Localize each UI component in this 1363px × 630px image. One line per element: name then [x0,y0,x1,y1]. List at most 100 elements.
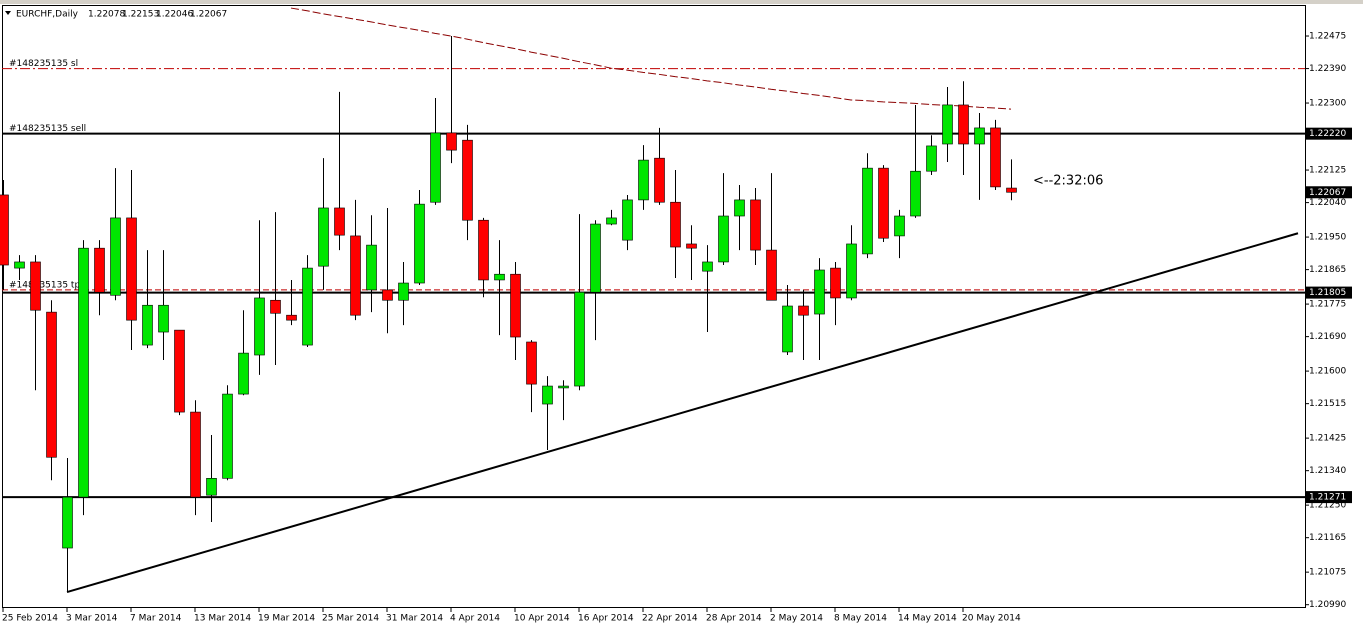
bull-body [430,132,441,203]
moving-average [290,7,1012,110]
y-tick-label: 1.22040 [1309,198,1346,208]
header-close: 1.22067 [190,10,227,20]
y-tick-label: 1.21515 [1309,399,1346,409]
x-tick-label: 31 Mar 2014 [386,614,443,624]
bull-body [142,304,153,346]
x-tick-label: 2 May 2014 [770,614,823,624]
x-tick-label: 20 May 2014 [962,614,1021,624]
bear-body [878,167,889,239]
x-tick-label: 25 Mar 2014 [322,614,379,624]
y-tick-label: 1.21690 [1309,332,1346,342]
y-tick-label: 1.21165 [1309,533,1346,543]
bear-body [958,104,969,145]
order-label: #148235135 sell [9,124,86,134]
bear-body [190,411,201,498]
plot: #148235135 sl #148235135 sell #148235135 t… [0,7,1305,594]
x-tick-label: 13 Mar 2014 [194,614,251,624]
y-tick-label: 1.21865 [1309,265,1346,275]
x-tick-label: 7 Mar 2014 [130,614,182,624]
bull-body [862,167,873,255]
bull-body [238,352,249,395]
bull-body [782,305,793,353]
bull-body [206,478,217,496]
bull-body [894,215,905,237]
bull-body [158,304,169,333]
bull-body [14,261,25,269]
bull-body [702,261,713,272]
level-price-label: 1.21805 [1309,288,1346,298]
bear-body [446,132,457,151]
header-low: 1.22046 [156,10,193,20]
y-tick-label: 1.21340 [1309,466,1346,476]
bull-body [974,127,985,145]
y-tick-label: 1.22390 [1309,64,1346,74]
bear-body [462,139,473,221]
x-tick-label: 16 Apr 2014 [578,614,634,624]
bear-body [94,247,105,293]
y-tick-label: 1.22475 [1309,32,1346,42]
countdown: <--2:32:06 [1033,174,1103,189]
plot-frame [2,5,1306,608]
bear-body [286,314,297,321]
bull-body [718,215,729,263]
bull-body [222,393,233,479]
order-label: #148235135 sl [9,59,78,69]
bear-body [0,194,9,266]
bear-body [174,329,185,413]
top-strip [0,0,1363,4]
bull-body [606,217,617,225]
x-tick-label: 28 Apr 2014 [706,614,762,624]
level-price-label-box [1306,286,1352,299]
order-label: #148235135 tp [9,280,80,290]
x-tick-label: 25 Feb 2014 [2,614,58,624]
y-tick-label: 1.21250 [1309,501,1346,511]
current-price-label: 1.22067 [1309,188,1346,198]
bull-body [254,297,265,356]
menu-arrow [5,11,11,15]
bull-body [910,170,921,217]
bear-body [750,199,761,251]
bear-body [30,261,41,311]
bear-body [830,267,841,299]
y-tick-label: 1.21425 [1309,434,1346,444]
bull-body [78,247,89,498]
bull-body [814,269,825,315]
bull-body [638,159,649,201]
bear-body [382,289,393,301]
bull-body [414,203,425,284]
x-tick-label: 14 May 2014 [898,614,957,624]
bear-body [686,243,697,249]
bull-body [494,273,505,281]
y-tick-label: 1.20990 [1309,600,1346,610]
trendline [66,232,1299,594]
header-open: 1.22078 [88,10,125,20]
bear-body [1006,187,1017,193]
bull-body [942,104,953,145]
bull-body [590,223,601,293]
bull-body [622,199,633,241]
bull-body [318,207,329,267]
bear-body [350,235,361,316]
x-tick-label: 8 May 2014 [834,614,887,624]
bull-body [542,385,553,405]
y-tick-label: 1.21950 [1309,233,1346,243]
bull-body [926,145,937,172]
bull-body [574,291,585,387]
y-tick-label: 1.22125 [1309,166,1346,176]
bear-body [126,217,137,321]
x-tick-label: 19 Mar 2014 [258,614,315,624]
bull-body [302,267,313,346]
header-high: 1.22153 [122,10,159,20]
bull-body [734,199,745,217]
bull-body [366,244,377,291]
bull-body [110,217,121,296]
x-tick-label: 4 Apr 2014 [450,614,500,624]
bear-body [766,249,777,301]
bear-body [526,341,537,385]
bear-body [654,157,665,203]
bull-body [398,282,409,301]
bear-body [46,311,57,458]
y-tick-label: 1.22300 [1309,99,1346,109]
level-price-label-box [1306,491,1352,504]
symbol-title: EURCHF,Daily [16,10,79,20]
